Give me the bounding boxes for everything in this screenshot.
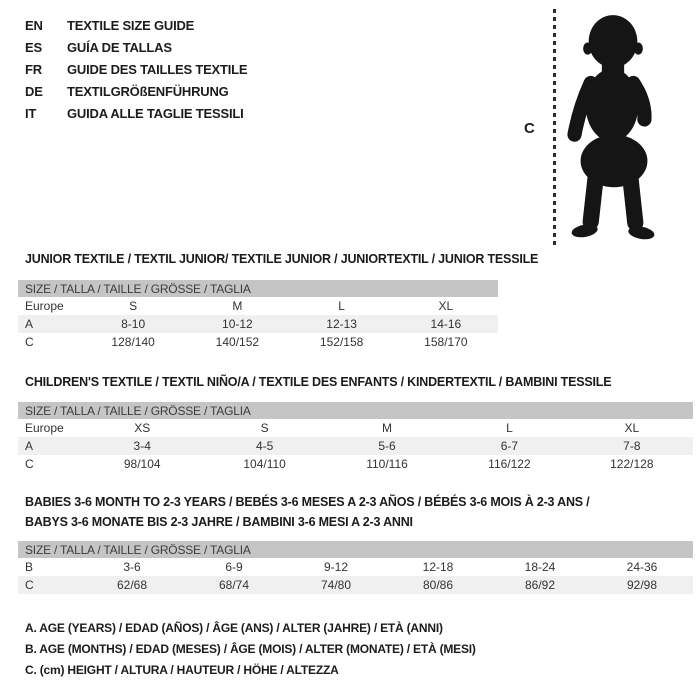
size-header-band: SIZE / TALLA / TAILLE / GRÖSSE / TAGLIA xyxy=(18,541,693,558)
language-code: EN xyxy=(25,17,43,33)
row-label: Europe xyxy=(25,299,64,313)
height-cell: 68/74 xyxy=(218,578,250,592)
months-cell: 18-24 xyxy=(524,560,556,574)
size-header-band: SIZE / TALLA / TAILLE / GRÖSSE / TAGLIA xyxy=(18,402,693,419)
babies-title-line1: BABIES 3-6 MONTH TO 2-3 YEARS / BEBÉS 3-… xyxy=(25,495,590,509)
language-title: TEXTILGRÖßENFÜHRUNG xyxy=(67,83,229,99)
footnote-a: A. AGE (YEARS) / EDAD (AÑOS) / ÂGE (ANS)… xyxy=(25,621,443,635)
size-header-band: SIZE / TALLA / TAILLE / GRÖSSE / TAGLIA xyxy=(18,280,498,297)
language-code: IT xyxy=(25,105,37,121)
age-cell: 14-16 xyxy=(430,317,462,331)
height-cell: 92/98 xyxy=(626,578,658,592)
row-label: B xyxy=(25,560,34,574)
footnote-c: C. (cm) HEIGHT / ALTURA / HAUTEUR / HÖHE… xyxy=(25,663,339,677)
height-measure-label: C xyxy=(524,120,535,137)
legend-footnotes: A. AGE (YEARS) / EDAD (AÑOS) / ÂGE (ANS)… xyxy=(25,621,476,684)
language-title: GUIDE DES TAILLES TEXTILE xyxy=(67,61,248,77)
children-section-title: CHILDREN'S TEXTILE / TEXTIL NIÑO/A / TEX… xyxy=(25,375,612,389)
language-code: FR xyxy=(25,61,42,77)
height-cell: 110/116 xyxy=(366,457,408,471)
months-cell: 24-36 xyxy=(626,560,658,574)
age-cell: 5-6 xyxy=(378,439,396,453)
babies-title-line2: BABYS 3-6 MONATE BIS 2-3 JAHRE / BAMBINI… xyxy=(25,515,413,529)
months-cell: 3-6 xyxy=(123,560,141,574)
months-cell: 6-9 xyxy=(225,560,243,574)
age-cell: 6-7 xyxy=(500,439,519,453)
age-cell: 12-13 xyxy=(326,317,357,331)
junior-section-title: JUNIOR TEXTILE / TEXTIL JUNIOR/ TEXTILE … xyxy=(25,252,539,266)
language-title: GUÍA DE TALLAS xyxy=(67,39,172,55)
language-row-de: DE TEXTILGRÖßENFÜHRUNG xyxy=(25,80,247,102)
months-cell: 12-18 xyxy=(422,560,454,574)
babies-size-table: SIZE / TALLA / TAILLE / GRÖSSE / TAGLIA … xyxy=(18,541,693,594)
height-cell: 86/92 xyxy=(524,578,556,592)
row-label: A xyxy=(25,317,34,331)
table-row-europe: Europe XS S M L XL xyxy=(18,419,693,437)
height-cell: 74/80 xyxy=(320,578,352,592)
row-label: A xyxy=(25,439,34,453)
age-cell: 10-12 xyxy=(222,317,253,331)
table-row-months: B 3-6 6-9 9-12 12-18 18-24 24-36 xyxy=(18,558,693,576)
row-label: C xyxy=(25,578,34,592)
height-measure-dashed-line xyxy=(553,9,556,247)
row-label: C xyxy=(25,335,34,349)
size-header-label: SIZE / TALLA / TAILLE / GRÖSSE / TAGLIA xyxy=(25,542,251,557)
height-cell: 62/68 xyxy=(116,578,148,592)
language-title: GUIDA ALLE TAGLIE TESSILI xyxy=(67,105,244,121)
table-row-age: A 8-10 10-12 12-13 14-16 xyxy=(18,315,498,333)
size-cell: L xyxy=(338,299,345,313)
size-header-label: SIZE / TALLA / TAILLE / GRÖSSE / TAGLIA xyxy=(25,281,251,296)
height-cell: 98/104 xyxy=(123,457,161,471)
size-cell: S xyxy=(129,299,138,313)
size-cell: L xyxy=(506,421,513,435)
height-cell: 158/170 xyxy=(424,335,468,349)
height-cell: 104/110 xyxy=(243,457,286,471)
size-cell: XS xyxy=(134,421,151,435)
size-cell: M xyxy=(382,421,393,435)
language-row-fr: FR GUIDE DES TAILLES TEXTILE xyxy=(25,58,248,80)
language-code: DE xyxy=(25,83,43,99)
age-cell: 3-4 xyxy=(133,439,151,453)
months-cell: 9-12 xyxy=(323,560,349,574)
row-label: Europe xyxy=(25,421,64,435)
language-row-es: ES GUÍA DE TALLAS xyxy=(25,36,247,58)
language-title: TEXTILE SIZE GUIDE xyxy=(67,17,195,33)
language-row-it: IT GUIDA ALLE TAGLIE TESSILI xyxy=(25,102,247,124)
language-code: ES xyxy=(25,39,42,55)
table-row-height: C 62/68 68/74 74/80 80/86 86/92 92/98 xyxy=(18,576,693,594)
age-cell: 7-8 xyxy=(623,439,641,453)
height-cell: 80/86 xyxy=(422,578,454,592)
table-row-europe: Europe S M L XL xyxy=(18,297,498,315)
table-row-height: C 98/104 104/110 110/116 116/122 122/128 xyxy=(18,455,693,473)
table-row-height: C 128/140 140/152 152/158 158/170 xyxy=(18,333,498,351)
height-cell: 122/128 xyxy=(610,457,654,471)
age-cell: 8-10 xyxy=(121,317,146,331)
row-label: C xyxy=(25,457,34,471)
size-header-label: SIZE / TALLA / TAILLE / GRÖSSE / TAGLIA xyxy=(25,403,251,418)
table-row-age: A 3-4 4-5 5-6 6-7 7-8 xyxy=(18,437,693,455)
size-cell: S xyxy=(260,421,269,435)
height-cell: 128/140 xyxy=(111,335,155,349)
toddler-silhouette-icon xyxy=(567,15,655,240)
babies-section-title: BABIES 3-6 MONTH TO 2-3 YEARS / BEBÉS 3-… xyxy=(25,492,590,532)
children-size-table: SIZE / TALLA / TAILLE / GRÖSSE / TAGLIA … xyxy=(18,402,693,473)
junior-size-table: SIZE / TALLA / TAILLE / GRÖSSE / TAGLIA … xyxy=(18,280,498,351)
height-cell: 152/158 xyxy=(319,335,364,349)
size-cell: M xyxy=(232,299,243,313)
age-cell: 4-5 xyxy=(255,439,274,453)
footnote-b: B. AGE (MONTHS) / EDAD (MESES) / ÂGE (MO… xyxy=(25,642,476,656)
size-cell: XL xyxy=(624,421,640,435)
height-cell: 140/152 xyxy=(215,335,260,349)
height-cell: 116/122 xyxy=(488,457,531,471)
language-title-list: EN TEXTILE SIZE GUIDE ES GUÍA DE TALLAS … xyxy=(25,14,248,124)
language-row-en: EN TEXTILE SIZE GUIDE xyxy=(25,14,247,36)
size-cell: XL xyxy=(438,299,454,313)
